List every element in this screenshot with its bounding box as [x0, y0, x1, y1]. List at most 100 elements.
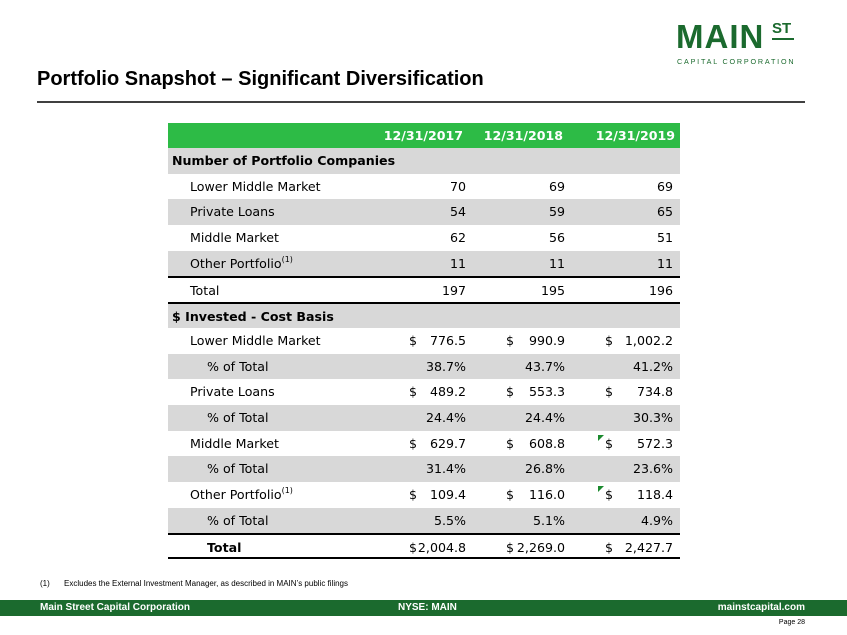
table-row: Private Loans $ 489.2 $ 553.3 $ 734.8: [168, 379, 680, 405]
row-label-text: Other Portfolio: [190, 255, 282, 271]
table-row: Middle Market 62 56 51: [168, 225, 680, 251]
table-row: % of Total 31.4% 26.8% 23.6%: [168, 456, 680, 482]
currency-symbol: $: [506, 486, 515, 502]
cell-value: 24.4%: [425, 409, 466, 425]
row-label: % of Total: [207, 409, 269, 425]
footer-ticker: NYSE: MAIN: [398, 602, 457, 613]
row-label: Total: [207, 540, 242, 556]
cell-value: 1,002.2: [624, 332, 673, 348]
cell-value: 2,427.7: [624, 540, 673, 556]
cell-value: 24.4%: [524, 409, 565, 425]
cell-value: 41.2%: [632, 358, 673, 374]
table-row: Lower Middle Market 70 69 69: [168, 173, 680, 200]
cell-value: 69: [548, 178, 565, 194]
table-row: Middle Market $ 629.7 $ 608.8 $ 572.3: [168, 430, 680, 457]
row-label: Middle Market: [190, 435, 279, 451]
table-row: Other Portfolio(1) $ 109.4 $ 116.0 $ 118…: [168, 481, 680, 508]
currency-symbol: $: [409, 540, 418, 556]
footer-company-name: Main Street Capital Corporation: [40, 602, 191, 613]
cell-value: 65: [656, 204, 673, 220]
row-label: % of Total: [207, 512, 269, 528]
cell-value: 572.3: [636, 435, 673, 451]
currency-symbol: $: [409, 384, 418, 400]
cell-value: 23.6%: [632, 461, 673, 477]
column-header-2018: 12/31/2018: [483, 128, 563, 143]
currency-symbol: $: [506, 332, 515, 348]
cell-value: 56: [548, 230, 565, 246]
cell-value: 629.7: [429, 435, 466, 451]
cell-value: 59: [548, 204, 565, 220]
title-divider: [37, 101, 805, 103]
cell-value: 43.7%: [524, 358, 565, 374]
footnote-text: Excludes the External Investment Manager…: [64, 579, 348, 588]
cell-value: 30.3%: [632, 409, 673, 425]
currency-symbol: $: [605, 540, 614, 556]
cell-value: 51: [656, 230, 673, 246]
cell-value: 54: [449, 204, 466, 220]
cell-value: 38.7%: [425, 358, 466, 374]
row-label: % of Total: [207, 358, 269, 374]
section-label: Number of Portfolio Companies: [172, 153, 396, 168]
cell-value: 2,004.8: [417, 540, 466, 556]
currency-symbol: $: [506, 384, 515, 400]
table-header-row: 12/31/2017 12/31/2018 12/31/2019: [168, 123, 680, 148]
logo-st-underline: [772, 38, 794, 40]
cell-value: 70: [449, 178, 466, 194]
currency-symbol: $: [605, 486, 614, 502]
cell-value: 31.4%: [425, 461, 466, 477]
cell-value: 109.4: [429, 486, 466, 502]
currency-symbol: $: [605, 332, 614, 348]
table-row: % of Total 38.7% 43.7% 41.2%: [168, 353, 680, 380]
cell-value: 2,269.0: [516, 540, 565, 556]
cell-value: 69: [656, 178, 673, 194]
table-row: Private Loans 54 59 65: [168, 199, 680, 226]
row-label: Middle Market: [190, 230, 279, 246]
cell-value: 608.8: [528, 435, 565, 451]
row-label: Total: [190, 283, 220, 299]
currency-symbol: $: [605, 384, 614, 400]
footnote-marker: (1): [281, 254, 293, 264]
currency-symbol: $: [409, 435, 418, 451]
cell-value: 5.5%: [434, 512, 466, 528]
row-label: Lower Middle Market: [190, 332, 321, 348]
cell-value: 5.1%: [533, 512, 565, 528]
table-row: % of Total 5.5% 5.1% 4.9%: [168, 507, 680, 534]
table-row: Lower Middle Market $ 776.5 $ 990.9 $ 1,…: [168, 327, 680, 354]
page-title: Portfolio Snapshot – Significant Diversi…: [37, 68, 484, 90]
logo-st-text: ST: [772, 20, 792, 37]
row-label: Private Loans: [190, 384, 275, 400]
total-row: Total 197 195 196: [168, 276, 680, 303]
row-label: Other Portfolio(1): [190, 251, 293, 277]
cell-value: 116.0: [528, 486, 565, 502]
footer-bar: Main Street Capital Corporation NYSE: MA…: [0, 600, 847, 616]
cell-value: 990.9: [528, 332, 565, 348]
cell-value: 489.2: [429, 384, 466, 400]
footer-website: mainstcapital.com: [717, 602, 805, 613]
cell-value: 195: [540, 283, 565, 299]
logo-main-text: MAIN: [676, 18, 765, 55]
cell-value: 62: [449, 230, 466, 246]
currency-symbol: $: [409, 332, 418, 348]
company-logo: MAIN ST CAPITAL CORPORATION: [676, 18, 796, 66]
cell-value: 776.5: [429, 332, 466, 348]
row-label: Lower Middle Market: [190, 178, 321, 194]
cell-value: 4.9%: [641, 512, 673, 528]
row-label: Private Loans: [190, 204, 275, 220]
cell-value: 11: [656, 255, 673, 271]
cell-value: 196: [648, 283, 673, 299]
page-number: Page 28: [778, 619, 805, 626]
column-header-2017: 12/31/2017: [383, 128, 463, 143]
cell-value: 11: [449, 255, 466, 271]
currency-symbol: $: [605, 435, 614, 451]
section-header-row: $ Invested - Cost Basis: [168, 302, 680, 328]
cell-value: 26.8%: [524, 461, 565, 477]
cell-value: 734.8: [636, 384, 673, 400]
portfolio-table: 12/31/2017 12/31/2018 12/31/2019 Number …: [168, 123, 680, 559]
section-header-row: Number of Portfolio Companies: [168, 148, 680, 174]
table-row: Other Portfolio(1) 11 11 11: [168, 250, 680, 277]
cell-value: 118.4: [636, 486, 673, 502]
cell-value: 11: [548, 255, 565, 271]
cell-comment-marker: [598, 485, 604, 492]
table-row: % of Total 24.4% 24.4% 30.3%: [168, 404, 680, 431]
section-label: $ Invested - Cost Basis: [172, 309, 334, 325]
